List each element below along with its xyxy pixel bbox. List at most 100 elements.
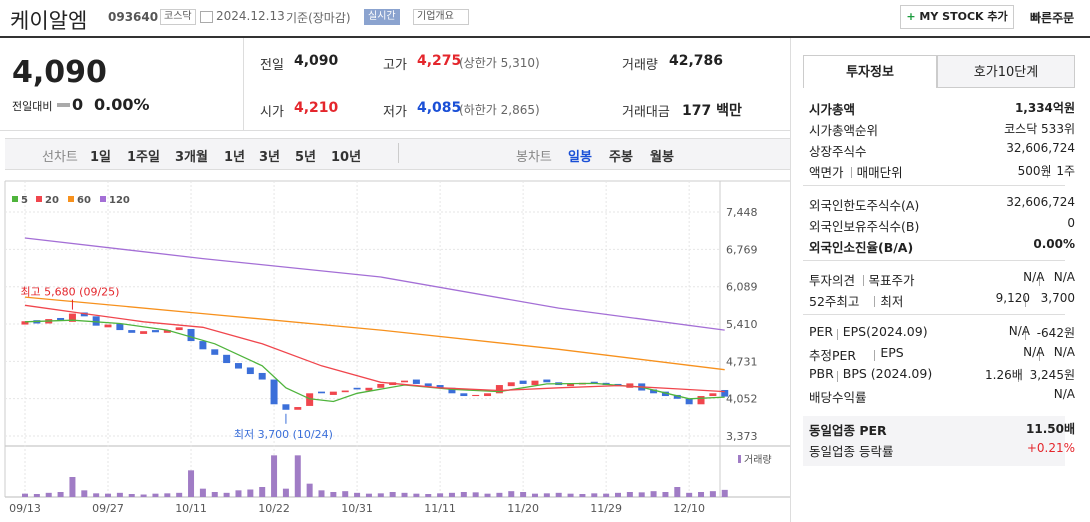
volume-bar xyxy=(259,487,266,497)
header-rule xyxy=(0,36,1090,38)
volume-bar xyxy=(235,490,242,497)
mystock-button[interactable]: + MY STOCK 추가 xyxy=(900,5,1014,29)
candle-body xyxy=(341,390,349,393)
volume-bar xyxy=(650,491,657,497)
tab-label: 봉차트 xyxy=(516,150,552,165)
period-tab[interactable]: 5년 xyxy=(295,150,317,165)
candle-body xyxy=(21,321,29,325)
volume-bar xyxy=(603,493,610,497)
realtime-button[interactable]: 실시간 xyxy=(364,9,400,25)
annotation: 최저 3,700 (10/24) xyxy=(234,428,333,441)
volume-bar xyxy=(271,455,278,497)
info-label: 52주최고 xyxy=(809,294,860,309)
change-pct: 0.00% xyxy=(94,95,150,114)
separator xyxy=(1046,167,1048,178)
period-tab[interactable]: 1주일 xyxy=(127,150,160,165)
tab-label: 선차트 xyxy=(42,150,78,165)
period-tab[interactable]: 1일 xyxy=(90,150,112,165)
change-label: 전일대비 xyxy=(12,100,53,113)
stock-name: 케이알엠 xyxy=(10,9,88,33)
separator xyxy=(874,296,876,307)
candle-body xyxy=(401,380,409,383)
quote-value: 4,275 xyxy=(417,53,462,69)
chart: 7,448 6,769 6,089 5,410 4,731 4,052 3,373 09/13… xyxy=(4,180,790,515)
candle-body xyxy=(661,391,669,397)
price: 4,090 xyxy=(12,55,107,90)
period-tab[interactable]: 3개월 xyxy=(175,150,208,165)
info-tab[interactable]: 호가10단계 xyxy=(937,55,1075,88)
volume-bar xyxy=(579,494,586,497)
legend-swatch xyxy=(68,196,74,202)
candle-body xyxy=(246,367,254,375)
candle-body xyxy=(68,313,76,322)
info-label: 목표주가 xyxy=(868,273,915,288)
period-tab[interactable]: 1년 xyxy=(224,150,246,165)
quick-order[interactable]: 빠른주문 xyxy=(1030,11,1075,25)
info-value: N/A xyxy=(1023,270,1045,284)
volume-bar xyxy=(377,493,384,497)
period-tab[interactable]: 10년 xyxy=(331,150,362,165)
volume-bar xyxy=(496,492,503,497)
group-rule xyxy=(803,185,1065,186)
x-tick-label: 11/29 xyxy=(590,502,622,515)
legend-label: 60 xyxy=(77,195,91,206)
period-tabs xyxy=(5,138,790,170)
candle-body xyxy=(175,327,183,331)
info-value: -642원 xyxy=(1036,326,1075,340)
legend-label: 5 xyxy=(21,195,28,206)
shaded-group xyxy=(803,416,1065,466)
y-tick-label: 4,731 xyxy=(726,355,758,368)
y-tick-label: 6,769 xyxy=(726,243,758,256)
info-tab[interactable]: 투자정보 xyxy=(803,55,937,88)
candle-body xyxy=(258,372,266,380)
volume-bar xyxy=(188,470,195,497)
period-tab[interactable]: 주봉 xyxy=(609,150,633,165)
volume-bar xyxy=(128,494,135,497)
info-value: 11.50배 xyxy=(1026,422,1075,436)
candle-body xyxy=(57,317,65,321)
company-info-button[interactable]: 기업개요 xyxy=(413,9,469,25)
candle-body xyxy=(567,383,575,387)
info-label: 투자의견 xyxy=(809,273,856,288)
separator xyxy=(1017,371,1019,382)
calendar-icon xyxy=(200,11,213,23)
period-tab[interactable]: 3년 xyxy=(259,150,281,165)
volume-bar xyxy=(531,493,538,497)
candle-body xyxy=(472,394,480,397)
volume-bar xyxy=(365,493,372,497)
volume-bar xyxy=(116,492,123,497)
candle-body xyxy=(163,330,171,333)
volume-bar xyxy=(555,492,562,497)
info-label: 배당수익률 xyxy=(809,390,867,405)
volume-bar xyxy=(413,493,420,497)
period-tab[interactable]: 월봉 xyxy=(650,150,674,165)
info-value: 9,120 xyxy=(995,291,1030,305)
legend-swatch xyxy=(36,196,42,202)
legend-label: 120 xyxy=(109,195,130,206)
y-tick-label: 5,410 xyxy=(726,318,758,331)
candle-body xyxy=(709,393,717,397)
x-tick-label: 11/20 xyxy=(507,502,539,515)
info-label: BPS (2024.09) xyxy=(842,366,933,381)
annotation: 최고 5,680 (09/25) xyxy=(20,286,119,299)
candle-body xyxy=(685,398,693,405)
info-label: EPS xyxy=(880,345,904,360)
info-label: EPS(2024.09) xyxy=(842,324,928,339)
info-label: 추정PER xyxy=(809,348,857,363)
info-value: 32,606,724 xyxy=(1006,141,1075,155)
volume-bar xyxy=(105,493,112,497)
candle-body xyxy=(223,354,231,364)
info-value: 0 xyxy=(1067,216,1075,230)
volume-bar xyxy=(543,493,550,497)
stock-code: 093640 xyxy=(108,10,159,24)
info-value: 1,334억원 xyxy=(1014,101,1075,115)
basis: 기준(장마감) xyxy=(286,11,351,25)
candle-body xyxy=(424,383,432,387)
info-value: 500원 xyxy=(1017,164,1052,178)
date: 2024.12.13 xyxy=(216,9,285,23)
group-rule xyxy=(803,260,1065,261)
volume-bar xyxy=(354,492,361,497)
mystock-label: MY STOCK 추가 xyxy=(919,10,1008,23)
x-tick-label: 09/27 xyxy=(92,502,124,515)
period-tab[interactable]: 일봉 xyxy=(568,150,592,165)
